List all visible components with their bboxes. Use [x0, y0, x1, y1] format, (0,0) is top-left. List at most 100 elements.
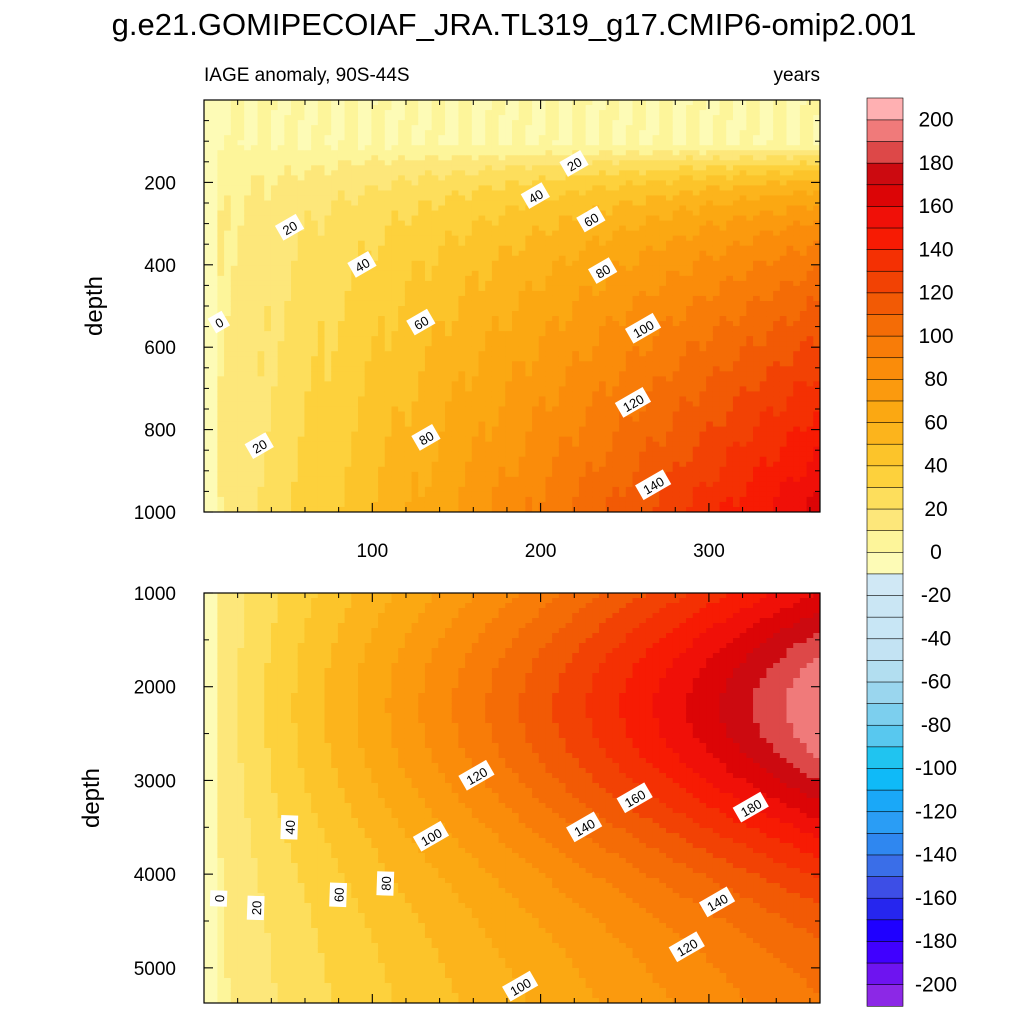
field-cell [404, 160, 413, 166]
field-cell [384, 441, 393, 448]
field-cell [358, 105, 366, 111]
field-cell [498, 150, 506, 156]
field-cell [558, 100, 567, 106]
field-cell [498, 185, 506, 192]
field-cell [224, 441, 232, 448]
field-cell [431, 311, 439, 317]
field-cell [424, 451, 433, 458]
field-cell [431, 200, 439, 207]
field-cell [485, 351, 493, 357]
field-cell [311, 285, 319, 292]
field-cell [424, 100, 433, 106]
field-cell [518, 230, 526, 237]
field-cell [391, 175, 399, 181]
field-cell [204, 290, 212, 297]
field-cell [284, 436, 292, 443]
field-cell [250, 506, 259, 512]
field-cell [378, 501, 386, 508]
field-cell [337, 466, 346, 473]
field-cell [378, 441, 386, 448]
field-cell [264, 356, 272, 362]
field-cell [364, 290, 372, 297]
field-cell [378, 120, 386, 126]
field-cell [578, 145, 587, 151]
field-cell [431, 406, 439, 413]
field-cell [465, 140, 473, 146]
field-cell [244, 396, 252, 403]
field-cell [264, 491, 272, 498]
field-cell [578, 396, 587, 403]
field-cell [558, 441, 567, 448]
field-cell [599, 100, 607, 106]
field-cell [237, 316, 245, 322]
field-cell [424, 416, 433, 423]
field-cell [337, 421, 346, 428]
field-cell [230, 361, 239, 367]
field-cell [458, 406, 466, 413]
field-cell [605, 426, 614, 433]
field-cell [538, 250, 547, 257]
field-cell [538, 421, 547, 428]
field-cell [337, 436, 346, 443]
field-cell [512, 306, 520, 312]
field-cell [525, 260, 533, 267]
field-cell [532, 170, 540, 176]
field-cell [264, 220, 272, 227]
field-cell [244, 391, 252, 398]
field-cell [398, 486, 406, 493]
field-cell [565, 130, 573, 136]
field-cell [438, 386, 446, 393]
field-cell [344, 431, 352, 438]
field-cell [438, 496, 446, 503]
field-cell [291, 125, 299, 131]
field-cell [230, 275, 239, 282]
field-cell [424, 501, 433, 508]
field-cell [565, 120, 573, 126]
field-cell [599, 180, 607, 187]
field-cell [498, 135, 506, 141]
field-cell [585, 441, 593, 448]
field-cell [431, 441, 439, 448]
field-cell [384, 295, 393, 302]
field-cell [210, 496, 218, 503]
field-cell [572, 391, 580, 398]
field-cell [204, 225, 212, 232]
field-cell [545, 431, 553, 438]
field-cell [558, 290, 567, 297]
field-cell [605, 220, 614, 227]
field-cell [578, 205, 587, 212]
field-cell [451, 441, 460, 448]
field-cell [558, 471, 567, 478]
field-cell [210, 110, 218, 116]
field-cell [605, 366, 614, 372]
field-cell [558, 195, 567, 202]
field-cell [592, 190, 600, 197]
field-cell [378, 386, 386, 393]
field-cell [445, 396, 453, 403]
field-cell [391, 326, 399, 332]
field-cell [558, 411, 567, 418]
field-cell [451, 386, 460, 393]
field-cell [485, 280, 493, 287]
field-cell [317, 165, 326, 171]
field-cell [371, 275, 379, 282]
field-cell [532, 210, 540, 217]
field-cell [512, 220, 520, 227]
field-cell [411, 496, 419, 503]
field-cell [538, 346, 547, 352]
field-cell [204, 110, 212, 116]
field-cell [337, 331, 346, 337]
field-cell [505, 371, 513, 377]
field-cell [458, 170, 466, 176]
field-cell [565, 411, 573, 418]
field-cell [538, 105, 547, 111]
field-cell [431, 235, 439, 242]
field-cell [525, 245, 533, 252]
field-cell [558, 130, 567, 136]
field-cell [458, 270, 466, 277]
field-cell [478, 361, 486, 367]
field-cell [485, 306, 493, 312]
field-cell [264, 426, 272, 433]
field-cell [558, 451, 567, 458]
field-cell [204, 466, 212, 473]
